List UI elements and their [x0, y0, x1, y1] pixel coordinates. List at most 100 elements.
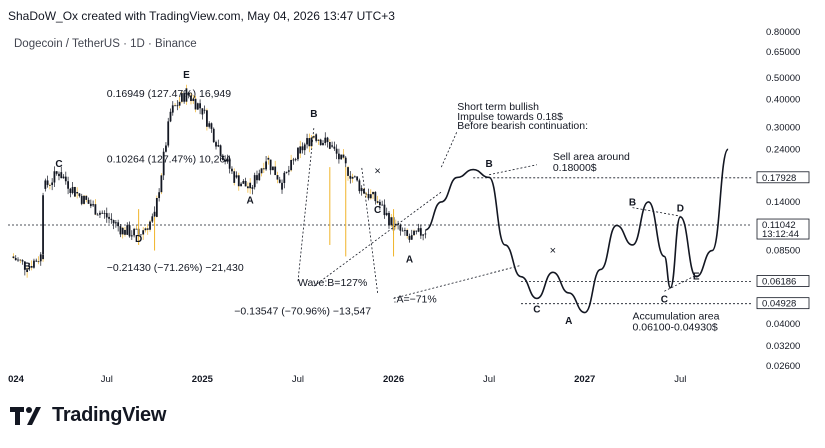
- price-axis[interactable]: 0.80000 0.65000 0.50000 0.40000 0.30000 0.240…: [766, 27, 800, 372]
- candle-body: [215, 142, 217, 147]
- candle-body: [328, 142, 331, 149]
- candle-body: [192, 98, 195, 102]
- candle-body: [35, 260, 38, 262]
- candle-body: [376, 201, 379, 203]
- guide-line: [361, 167, 379, 294]
- price-tag: [756, 297, 810, 310]
- candle-body: [208, 123, 211, 127]
- candle-body: [76, 191, 79, 194]
- candle-body: [356, 176, 359, 181]
- price-candles: [12, 84, 427, 278]
- candle-body: [19, 259, 22, 261]
- candle-body: [342, 154, 345, 158]
- chart-header: ShaDoW_Ox created with TradingView.com, …: [8, 9, 395, 23]
- candle-body: [89, 203, 92, 207]
- candle-body: [206, 110, 208, 127]
- guide-line: [489, 164, 538, 176]
- candle-body: [413, 230, 415, 236]
- candle-body: [160, 175, 163, 193]
- candle-body: [242, 180, 245, 184]
- candle-body: [308, 138, 311, 147]
- candle-body: [256, 175, 258, 181]
- candle-body: [121, 227, 124, 235]
- x-tick-label: Jul: [483, 374, 495, 385]
- candle-body: [149, 221, 151, 230]
- candle-body: [144, 228, 147, 231]
- y-tick-label: 0.65000: [766, 47, 800, 58]
- candle-body: [130, 235, 133, 237]
- wave-label: B: [310, 109, 317, 120]
- candle-body: [140, 234, 142, 236]
- symbol-title: Dogecoin / TetherUS · 1D · Binance: [14, 38, 197, 50]
- candle-body: [176, 105, 179, 107]
- y-tick-label: 0.30000: [766, 123, 800, 134]
- annotation-text: Before bearish continuation:: [457, 120, 588, 132]
- candle-body: [69, 188, 72, 194]
- candle-body: [404, 229, 406, 231]
- candle-body: [310, 137, 313, 147]
- price-tag-label: 0.11042: [762, 220, 796, 231]
- candle-body: [103, 213, 106, 214]
- candle-body: [262, 168, 265, 170]
- wave-label: B: [629, 197, 636, 208]
- candle-body: [401, 230, 404, 232]
- guide-line: [440, 130, 458, 168]
- candle-body: [165, 145, 167, 152]
- candle-body: [299, 146, 302, 154]
- candle-body: [17, 259, 19, 261]
- wave-label: A: [247, 195, 254, 206]
- candle-body: [183, 93, 186, 102]
- time-axis[interactable]: 024 Jul 2025 Jul 2026 Jul 2027 Jul: [8, 374, 686, 385]
- price-tag-label: 0.06186: [762, 277, 796, 288]
- candle-body: [283, 172, 286, 183]
- price-tag: [756, 218, 810, 240]
- candle-body: [265, 161, 267, 170]
- projection-line: [425, 148, 729, 314]
- candle-body: [51, 182, 54, 185]
- candle-body: [190, 95, 192, 102]
- candle-body: [365, 193, 368, 195]
- candle-body: [167, 121, 170, 146]
- candle-body: [317, 139, 320, 141]
- wave-label: A: [565, 316, 572, 327]
- candle-body: [347, 167, 349, 176]
- annotation-text: −0.21430 (−71.26%) −21,430: [107, 262, 244, 274]
- candle-body: [30, 266, 33, 268]
- annotation-text: Short term bullish: [457, 101, 539, 113]
- candle-body: [378, 201, 381, 206]
- price-tag-countdown: 13:12:44: [762, 229, 799, 240]
- wave-labels: B C D E A B C A B C A B D C E: [24, 70, 700, 327]
- candle-body: [385, 212, 388, 216]
- candle-body: [212, 128, 215, 143]
- candle-body: [169, 111, 172, 122]
- candle-body: [74, 186, 76, 197]
- x-tick-label: Jul: [674, 374, 686, 385]
- candle-body: [101, 212, 104, 214]
- candle-body: [67, 181, 69, 189]
- candle-body: [408, 235, 411, 240]
- tradingview-logo-icon: [10, 405, 46, 427]
- candle-body: [294, 159, 297, 161]
- wave-label: D: [677, 203, 684, 214]
- candle-body: [33, 260, 35, 268]
- annotation-text: 0.06100-0.04930$: [633, 321, 718, 333]
- candle-body: [37, 261, 40, 263]
- candle-body: [128, 225, 131, 237]
- candle-body: [417, 228, 420, 232]
- y-tick-label: 0.40000: [766, 95, 800, 106]
- candle-body: [281, 182, 283, 190]
- candle-body: [292, 159, 295, 161]
- candle-body: [360, 188, 363, 192]
- candle-body: [324, 137, 327, 144]
- candle-body: [217, 144, 220, 147]
- candle-body: [92, 204, 95, 206]
- guide-line: [664, 274, 697, 292]
- y-tick-label: 0.14000: [766, 197, 800, 208]
- candle-body: [28, 266, 31, 267]
- annotation-text: Accumulation area: [633, 310, 720, 322]
- candle-body: [338, 153, 340, 160]
- candle-body: [415, 230, 418, 232]
- candle-body: [244, 180, 247, 187]
